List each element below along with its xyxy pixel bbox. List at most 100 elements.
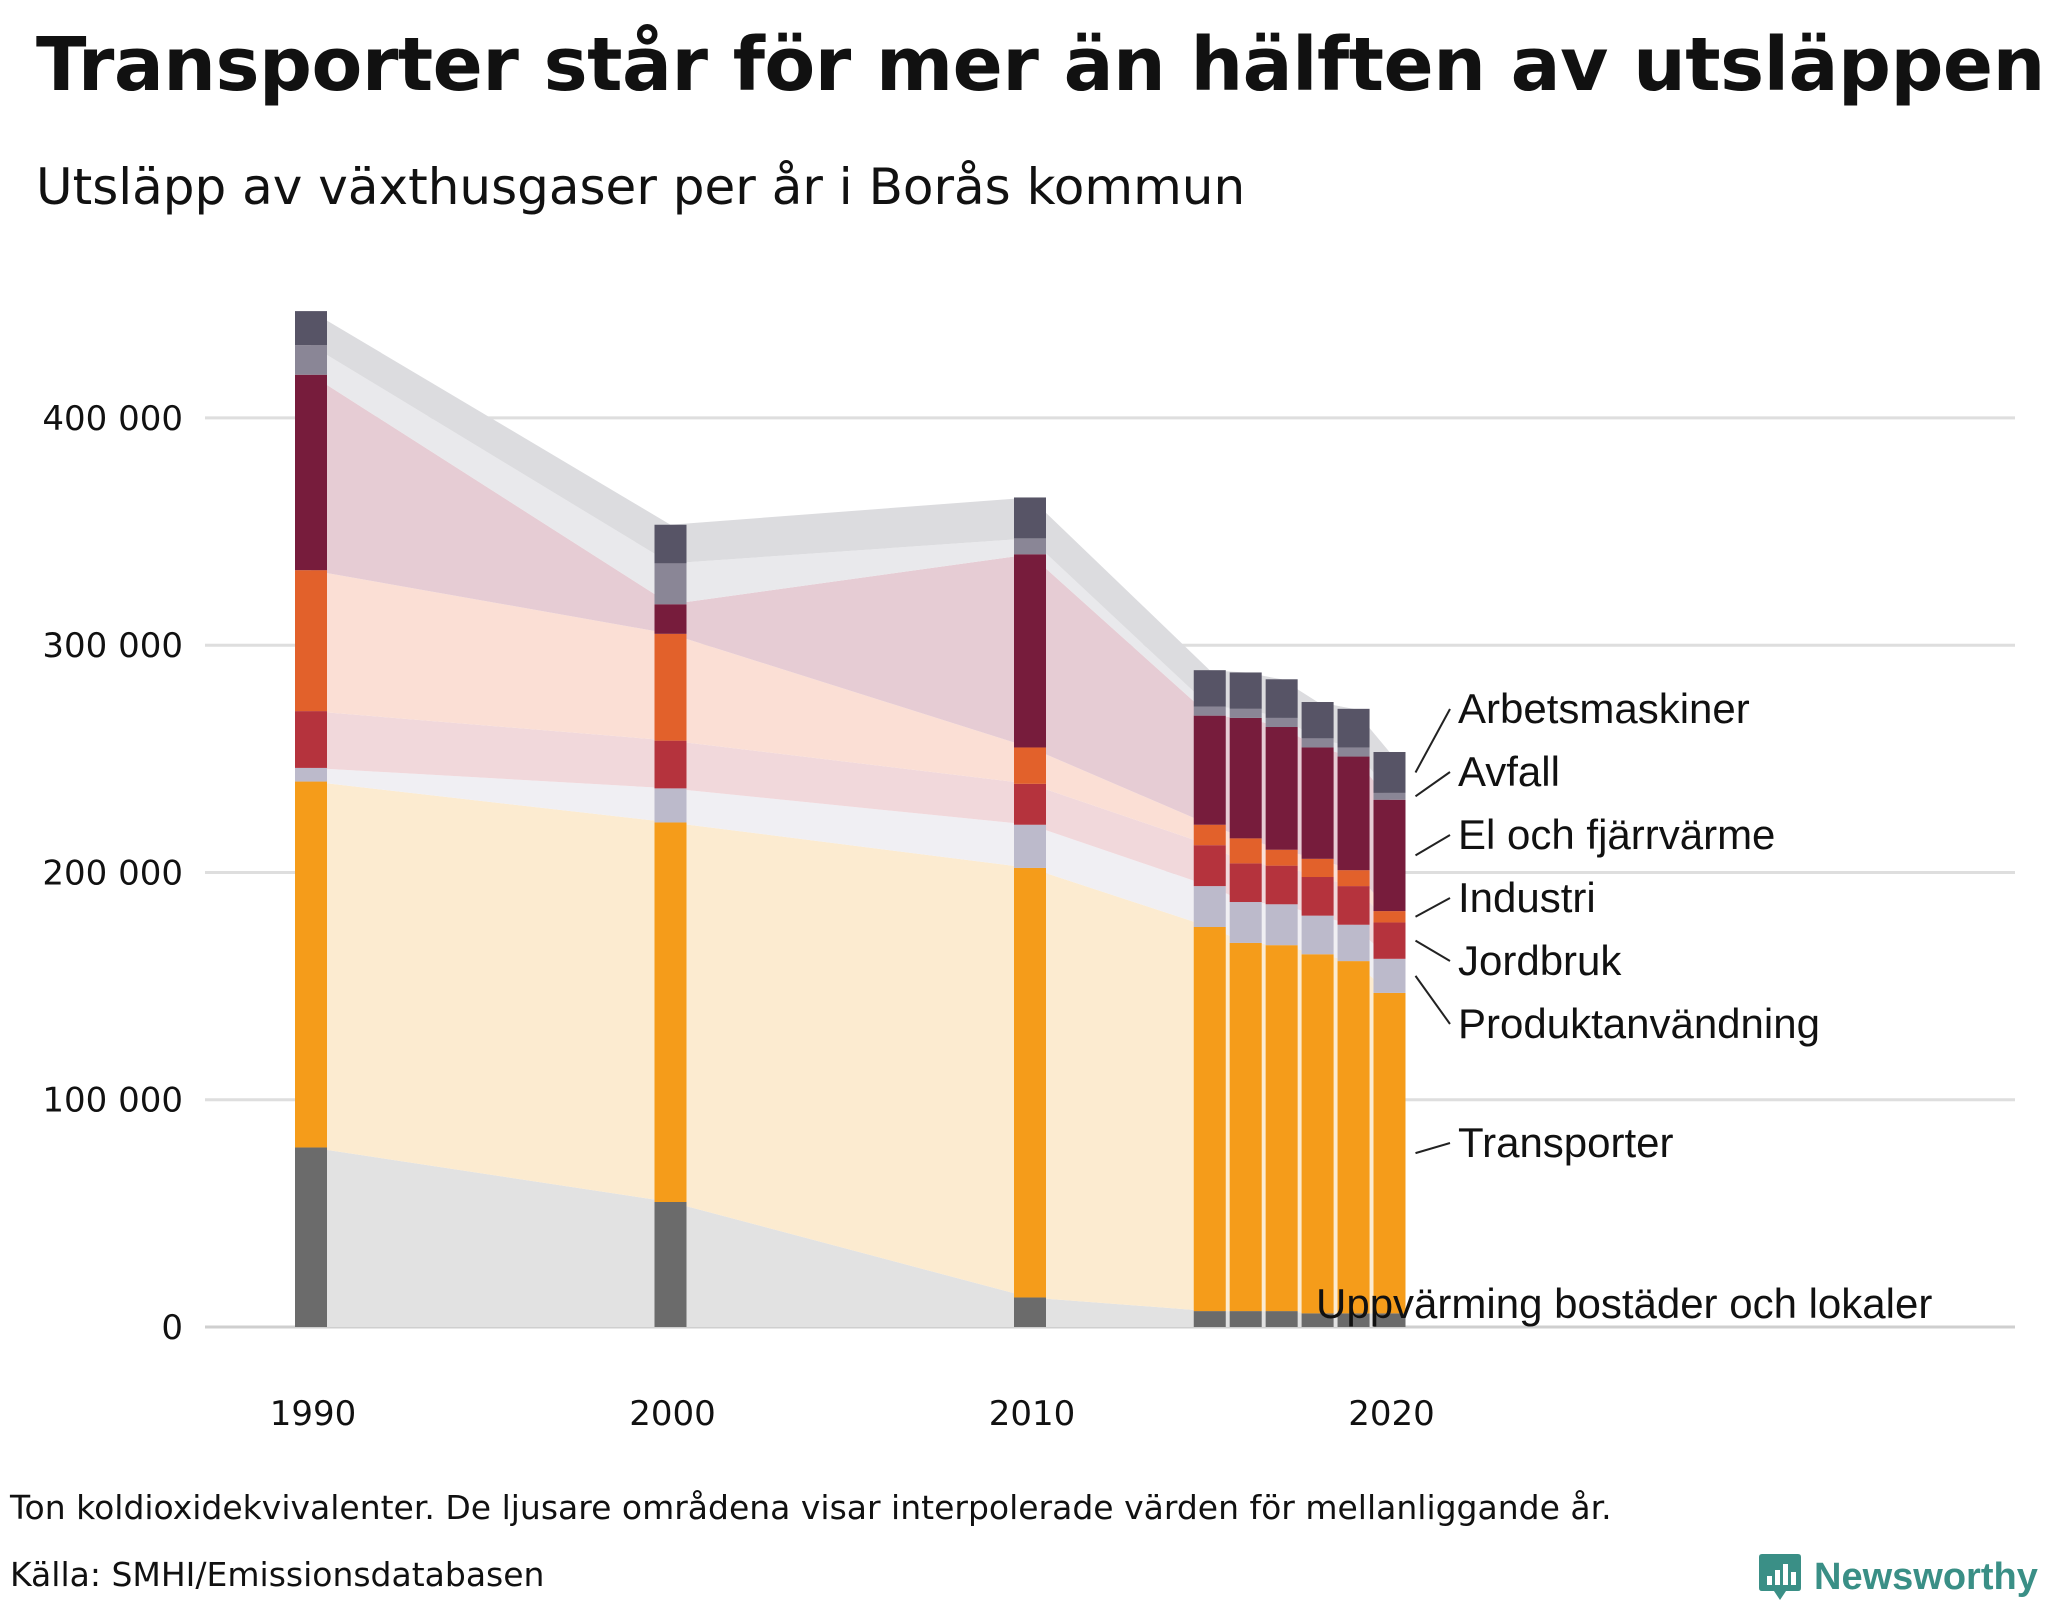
series-label: Jordbruk: [1458, 937, 1622, 984]
y-tick-label: 200 000: [42, 853, 183, 893]
bar-segment: [1193, 927, 1226, 1312]
series-label: Arbetsmaskiner: [1458, 685, 1750, 732]
series-label: Produktanvändning: [1458, 1000, 1820, 1047]
interpolated-area: [311, 1147, 671, 1327]
bar-segment: [1337, 870, 1370, 887]
bar-segment: [1229, 863, 1262, 903]
bar-segment: [1373, 752, 1406, 793]
series-label: El och fjärrvärme: [1458, 811, 1775, 858]
interpolated-area: [1030, 747, 1210, 846]
bar-segment: [1229, 942, 1262, 1312]
interpolated-area: [311, 767, 671, 823]
label-leader-line: [1415, 897, 1451, 918]
bar-segment: [1229, 838, 1262, 864]
bar-segment: [1229, 1311, 1262, 1327]
bar-segment: [1265, 727, 1298, 850]
label-leader-line: [1414, 939, 1451, 962]
bar-segment: [1014, 747, 1046, 784]
bar-segment: [1337, 747, 1370, 757]
bar-segment: [1265, 849, 1298, 866]
bar-segment: [1265, 679, 1298, 718]
bar-segment: [295, 345, 327, 375]
label-leader-line: [1414, 975, 1451, 1025]
series-label: Avfall: [1458, 748, 1560, 795]
bar-segment: [1014, 554, 1046, 748]
chart-subtitle: Utsläpp av växthusgaser per år i Borås k…: [36, 158, 1246, 216]
bar-segment: [1193, 670, 1226, 707]
bar-segment: [1014, 1297, 1046, 1327]
bar-segment: [1265, 904, 1298, 946]
bar-segment: [295, 311, 327, 346]
bar-segment: [1337, 1313, 1370, 1327]
bar-segment: [1337, 756, 1370, 871]
y-tick-label: 100 000: [42, 1081, 183, 1121]
bar-segment: [1373, 922, 1406, 959]
bar-segment: [295, 767, 327, 782]
bar-segment: [1229, 902, 1262, 943]
bar-segment: [1301, 747, 1334, 859]
label-leader-line: [1414, 771, 1451, 798]
bar-segment: [1301, 877, 1334, 916]
bar-segment: [1301, 954, 1334, 1314]
interpolated-area: [670, 554, 1030, 748]
bar-segment: [1373, 992, 1406, 1314]
bar-segment: [1229, 672, 1262, 709]
interpolated-area: [311, 374, 671, 634]
bar-segment: [1265, 717, 1298, 728]
bar-segment: [1337, 924, 1370, 962]
interpolated-area: [670, 822, 1030, 1298]
bar-segment: [1301, 738, 1334, 748]
x-tick-label: 1990: [270, 1394, 357, 1434]
interpolated-area: [1030, 824, 1210, 928]
interpolated-area: [311, 711, 671, 789]
series-label: Transporter: [1458, 1119, 1674, 1166]
bar-segment: [1337, 886, 1370, 925]
bar-segment: [654, 788, 687, 823]
series-label: Uppvärming bostäder och lokaler: [1316, 1280, 1932, 1327]
chart-title: Transporter står för mer än hälften av u…: [36, 22, 2045, 108]
bar-segment: [1193, 845, 1226, 887]
interpolated-area: [670, 497, 1030, 564]
bar-segment: [1337, 708, 1370, 748]
bar-segment: [295, 1147, 327, 1327]
interpolated-area: [670, 1202, 1030, 1327]
bar-segment: [1193, 706, 1226, 716]
bars: [295, 311, 1406, 1327]
interpolated-area: [311, 311, 671, 564]
interpolated-area: [670, 538, 1030, 605]
bar-segment: [1193, 824, 1226, 846]
bar-segment: [295, 570, 327, 712]
bar-segment: [1337, 961, 1370, 1314]
interpolated-area: [670, 788, 1030, 868]
bar-segment: [1014, 824, 1046, 868]
bar-segment: [654, 740, 687, 789]
x-tick-label: 2010: [989, 1394, 1076, 1434]
y-tick-label: 0: [161, 1308, 183, 1348]
bar-segment: [654, 822, 687, 1203]
newsworthy-logo-icon: [1759, 1554, 1801, 1600]
interpolated-area: [670, 633, 1030, 784]
bar-segment: [1373, 799, 1406, 912]
bar-segment: [1265, 865, 1298, 905]
bar-segment: [654, 1202, 687, 1327]
x-tick-label: 2020: [1348, 1394, 1435, 1434]
x-tick-label: 2000: [629, 1394, 716, 1434]
interpolated-area: [311, 781, 671, 1203]
bar-segment: [1229, 708, 1262, 718]
interpolated-area: [1030, 1297, 1210, 1327]
y-tick-label: 400 000: [42, 399, 183, 439]
label-leader-line: [1415, 1142, 1451, 1155]
bar-segment: [1014, 497, 1046, 539]
interpolated-area: [311, 345, 671, 605]
bar-segment: [1014, 538, 1046, 555]
brand-name: Newsworthy: [1814, 1555, 2038, 1598]
bar-segment: [1373, 792, 1406, 800]
bar-segment: [1229, 717, 1262, 839]
bar-segment: [1301, 915, 1334, 955]
stacked-bar-chart: 0 100 000 200 000 300 000 400 000 1990 2000 201…: [42, 311, 2015, 1434]
bar-segment: [1373, 958, 1406, 993]
footnote: Ton koldioxidekvivalenter. De ljusare om…: [10, 1488, 1612, 1527]
label-leader-line: [1414, 708, 1451, 773]
bar-segment: [295, 374, 327, 571]
bar-segment: [1301, 858, 1334, 878]
